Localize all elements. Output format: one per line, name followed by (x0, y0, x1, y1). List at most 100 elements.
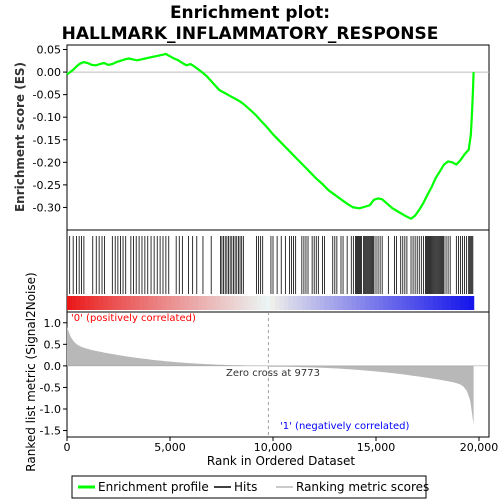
band-segment (179, 296, 186, 310)
band-segment (451, 296, 457, 310)
band-segment (193, 296, 199, 310)
es-tick-label: -0.25 (33, 179, 61, 192)
band-segment (306, 296, 312, 310)
band-segment (320, 296, 326, 310)
band-segment (125, 296, 131, 310)
metric-tick-label: -1.5 (40, 425, 61, 438)
band-segment (188, 296, 195, 310)
x-tick-label: 5,000 (154, 441, 186, 454)
band-segment (152, 296, 158, 310)
band-segment (234, 296, 240, 310)
band-segment (310, 296, 317, 310)
band-segment (67, 296, 73, 310)
band-segment (432, 296, 439, 310)
band-segment (437, 296, 443, 310)
metric-tick-label: 0.5 (44, 338, 62, 351)
band-segment (428, 296, 434, 310)
band-segment (315, 296, 321, 310)
band-segment (256, 296, 262, 310)
legend-metric-label: Ranking metric scores (296, 480, 429, 494)
band-segment (279, 296, 285, 310)
band-segment (297, 296, 303, 310)
band-segment (333, 296, 339, 310)
band-segment (401, 296, 407, 310)
band-segment (261, 296, 267, 310)
band-segment (184, 296, 190, 310)
band-segment (342, 296, 348, 310)
es-tick-label: -0.15 (33, 134, 61, 147)
band-segment (374, 296, 380, 310)
legend-box (71, 475, 427, 499)
metric-y-axis-label: Ranked list metric (Signal2Noise) (24, 272, 38, 471)
band-segment (369, 296, 375, 310)
band-segment (94, 296, 100, 310)
metric-tick-label: 1.0 (44, 317, 62, 330)
es-tick-label: -0.10 (33, 111, 61, 124)
band-segment (324, 296, 330, 310)
band-segment (225, 296, 231, 310)
metric-y-axis: 1.0 0.5 0.0 -0.5 -1.0 -1.5 (40, 317, 67, 438)
band-segment (211, 296, 217, 310)
metric-tick-label: -1.0 (40, 403, 61, 416)
band-segment (265, 296, 271, 310)
band-segment (274, 296, 280, 310)
es-tick-label: 0.00 (37, 66, 62, 79)
es-tick-label: 0.05 (37, 44, 62, 57)
band-segment (202, 296, 208, 310)
es-tick-label: -0.05 (33, 89, 61, 102)
band-segment (116, 296, 122, 310)
band-segment (166, 296, 172, 310)
legend-es-label: Enrichment profile (98, 480, 209, 494)
band-segment (161, 296, 168, 310)
band-segment (288, 296, 294, 310)
band-segment (134, 296, 140, 310)
band-segment (356, 296, 362, 310)
band-segment (446, 296, 452, 310)
hit-markers (69, 236, 474, 294)
band-segment (229, 296, 235, 310)
band-segment (80, 296, 86, 310)
band-segment (383, 296, 389, 310)
band-segment (76, 296, 82, 310)
es-line (66, 52, 475, 220)
band-segment (455, 296, 461, 310)
x-tick-label: 15,000 (357, 441, 396, 454)
band-segment (220, 296, 226, 310)
band-segment (238, 296, 244, 310)
x-tick-label: 0 (64, 441, 71, 454)
band-segment (139, 296, 145, 310)
band-segment (170, 296, 177, 310)
band-segment (442, 296, 448, 310)
band-segment (301, 296, 308, 310)
band-segment (103, 296, 109, 310)
band-segment (464, 296, 470, 310)
band-segment (365, 296, 371, 310)
band-segment (351, 296, 357, 310)
zero-cross-label: Zero cross at 9773 (226, 368, 320, 379)
band-segment (157, 296, 163, 310)
band-segment (378, 296, 384, 310)
band-segment (112, 296, 118, 310)
band-segment (292, 296, 299, 310)
x-axis: 0 5,000 10,000 15,000 20,000 (64, 437, 498, 454)
es-tick-label: -0.20 (33, 156, 61, 169)
band-segment (392, 296, 398, 310)
band-segment (207, 296, 213, 310)
es-curve (66, 52, 475, 220)
es-tick-label: -0.30 (33, 201, 61, 214)
band-segment (360, 296, 366, 310)
es-y-axis: 0.05 0.00 -0.05 -0.10 -0.15 -0.20 -0.25 -0.30 (33, 44, 67, 214)
band-segment (410, 296, 416, 310)
band-segment (347, 296, 353, 310)
band-segment (85, 296, 91, 310)
band-segment (270, 296, 276, 310)
band-segment (216, 296, 222, 310)
legend-hits-label: Hits (234, 480, 257, 494)
band-segment (396, 296, 402, 310)
band-segment (130, 296, 136, 310)
band-segment (283, 296, 289, 310)
band-segment (419, 296, 425, 310)
band-segment (121, 296, 127, 310)
band-segment (198, 296, 204, 310)
